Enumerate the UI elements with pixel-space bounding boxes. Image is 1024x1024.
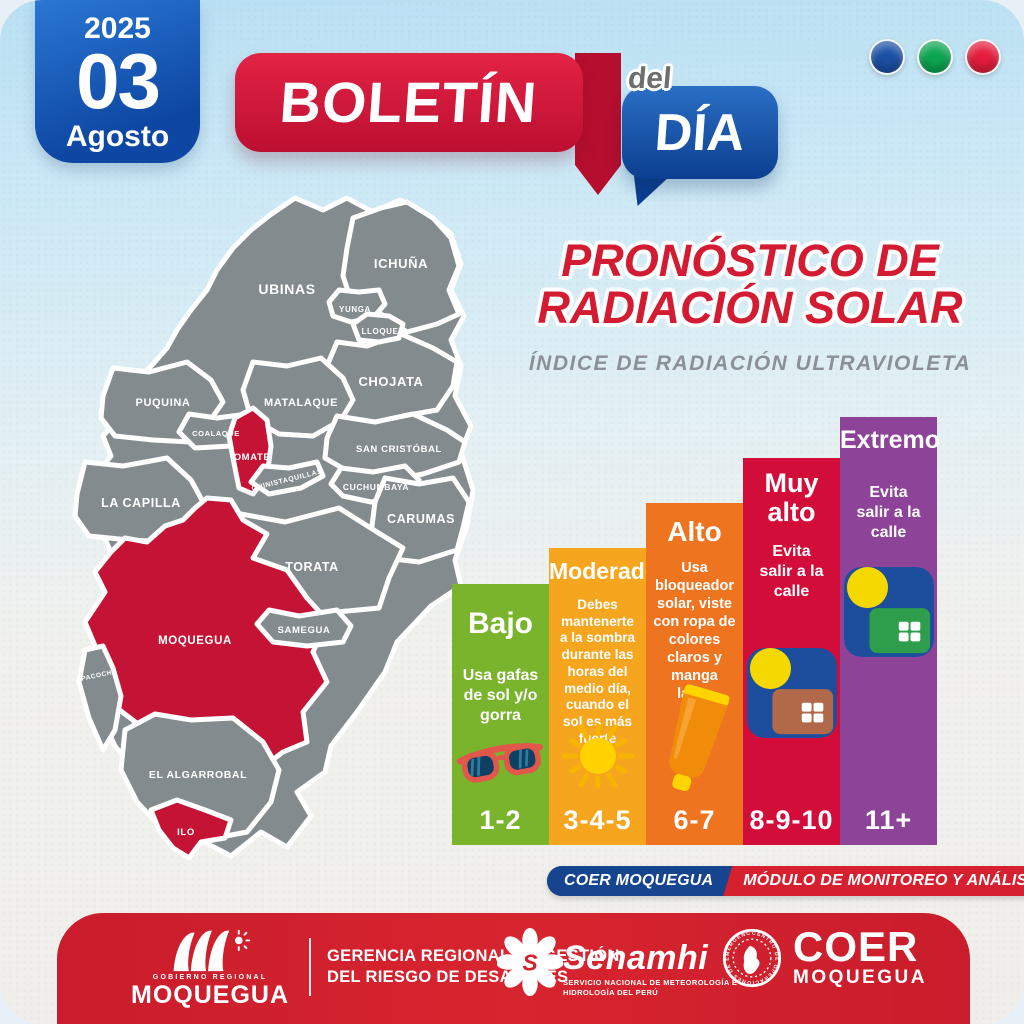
dia-text: DÍA — [653, 103, 747, 162]
district-ilo-alert — [148, 797, 234, 861]
coer-name: COER — [793, 923, 919, 971]
dia-banner: DÍA — [622, 86, 778, 179]
uv-level-label: Bajo — [467, 607, 533, 640]
map-label: CUCHUMBAYA — [343, 482, 409, 492]
senamhi-caption: SERVICIO NACIONAL DE METEOROLOGÍA E HIDR… — [563, 978, 738, 998]
stay-home-icon — [843, 567, 934, 657]
svg-text:S: S — [522, 949, 537, 975]
sunglasses-icon — [456, 743, 543, 783]
footer-band: GOBIERNO REGIONAL MOQUEGUA GERENCIA REGI… — [57, 913, 970, 1024]
gobierno-moquegua-label: MOQUEGUA — [131, 981, 289, 1009]
coer-sub: MOQUEGUA — [793, 966, 927, 988]
window-dot-blue — [869, 39, 905, 75]
gobierno-regional-logo: GOBIERNO REGIONAL MOQUEGUA — [130, 927, 290, 1010]
dia-tail — [634, 176, 670, 206]
boletin-banner: BOLETÍN — [235, 53, 583, 152]
sun-icon — [561, 723, 634, 789]
senamhi-name: Senamhi — [563, 939, 709, 977]
map-label: COALAQUE — [192, 429, 240, 438]
window-dot-red — [965, 39, 1001, 75]
forecast-title-block: PRONÓSTICO DE RADIACIÓN SOLAR ÍNDICE DE … — [480, 235, 1020, 376]
moquegua-gov-mark-icon — [173, 929, 251, 972]
uv-range-value: 3-4-5 — [563, 805, 632, 835]
uv-advice-text: Usa gafas de sol y/o gorra — [462, 667, 539, 724]
coer-badge-right: MÓDULO DE MONITOREO Y ANÁLISIS — [732, 866, 1024, 896]
boletin-text: BOLETÍN — [278, 70, 540, 135]
uv-range-value: 8-9-10 — [749, 805, 834, 835]
map-label: ICHUÑA — [374, 256, 428, 271]
uv-bar-muy-alto: Muy alto Evita salir a la calle 8-9-10 — [743, 458, 840, 845]
map-label: OMATE — [234, 452, 271, 463]
date-month: Agosto — [65, 119, 170, 153]
map-label: ILO — [177, 827, 195, 838]
banner-fold — [575, 53, 621, 195]
map-label: CHOJATA — [358, 374, 423, 389]
coer-module-badge: COER MOQUEGUA MÓDULO DE MONITOREO Y ANÁL… — [547, 866, 1024, 896]
uv-level-label: Muy alto — [764, 468, 819, 528]
del-text: del — [626, 62, 673, 95]
map-label: MOQUEGUA — [158, 635, 232, 647]
senamhi-logo: S Senamhi SERVICIO NACIONAL DE METEOROLO… — [497, 927, 738, 998]
district-pacocha — [76, 643, 124, 753]
map-label: LLOQUE — [362, 327, 399, 336]
uv-advice-text: Evita salir a la calle — [759, 543, 824, 600]
uv-advice-text: Evita salir a la calle — [856, 484, 921, 541]
uv-bar-moderado: Moderado Debes mantenerte a la sombra du… — [549, 548, 659, 845]
window-dots — [869, 39, 1001, 75]
gobierno-regional-label: GOBIERNO REGIONAL — [152, 974, 268, 981]
date-badge: 2025 03 Agosto — [35, 0, 200, 163]
uv-level-label: Alto — [667, 516, 722, 547]
uv-bar-bajo: Bajo Usa gafas de sol y/o gorra 1-2 — [452, 584, 549, 845]
map-label: MATALAQUE — [264, 397, 338, 409]
map-label: SAMEGUA — [278, 625, 331, 636]
forecast-title-line1: PRONÓSTICO DE — [561, 235, 939, 286]
map-label: PUQUINA — [136, 397, 191, 409]
uv-range-value: 6-7 — [673, 805, 716, 835]
map-label: UBINAS — [258, 281, 315, 297]
moquegua-districts-map: ICHUÑA UBINAS YUNGA LLOQUE CHOJATA MATAL… — [72, 195, 475, 861]
window-dot-green — [917, 39, 953, 75]
coer-logo: CENTRO DE OPERACIONES DE EMERGENCIA REGI… — [721, 923, 927, 989]
district-quinistaquillas — [248, 459, 326, 497]
coer-badge-right-text: MÓDULO DE MONITOREO Y ANÁLISIS — [743, 872, 1024, 889]
forecast-subtitle: ÍNDICE DE RADIACIÓN ULTRAVIOLETA — [528, 351, 972, 375]
uv-bar-extremo: Extremo Evita salir a la calle 11+ — [840, 417, 941, 845]
uv-range-value: 11+ — [864, 805, 913, 835]
uv-level-label: Extremo — [840, 426, 941, 454]
uv-range-value: 1-2 — [479, 805, 522, 835]
district-lloque — [350, 311, 406, 345]
forecast-title-line2: RADIACIÓN SOLAR — [537, 281, 963, 333]
stay-home-icon — [746, 648, 837, 738]
map-label: CARUMAS — [387, 512, 455, 526]
date-day: 03 — [76, 37, 161, 125]
uv-bar-alto: Alto Usa bloqueador solar, viste con rop… — [646, 503, 743, 845]
footer-divider — [309, 938, 311, 996]
sunscreen-tube-icon — [668, 684, 730, 792]
uv-level-label: Moderado — [549, 558, 659, 584]
date-year: 2025 — [84, 12, 151, 45]
map-label: TORATA — [285, 560, 339, 574]
map-label: LA CAPILLA — [101, 496, 181, 510]
map-label: YUNGA — [339, 305, 371, 314]
coer-seal-icon: CENTRO DE OPERACIONES DE EMERGENCIA REGI… — [721, 927, 782, 988]
coer-badge-left-text: COER MOQUEGUA — [564, 872, 714, 889]
coer-badge-left: COER MOQUEGUA — [547, 866, 732, 896]
map-label: SAN CRISTÓBAL — [356, 443, 442, 455]
map-label: EL ALGARROBAL — [149, 769, 247, 781]
senamhi-flower-icon: S — [497, 927, 563, 997]
district-samegua — [254, 607, 354, 649]
